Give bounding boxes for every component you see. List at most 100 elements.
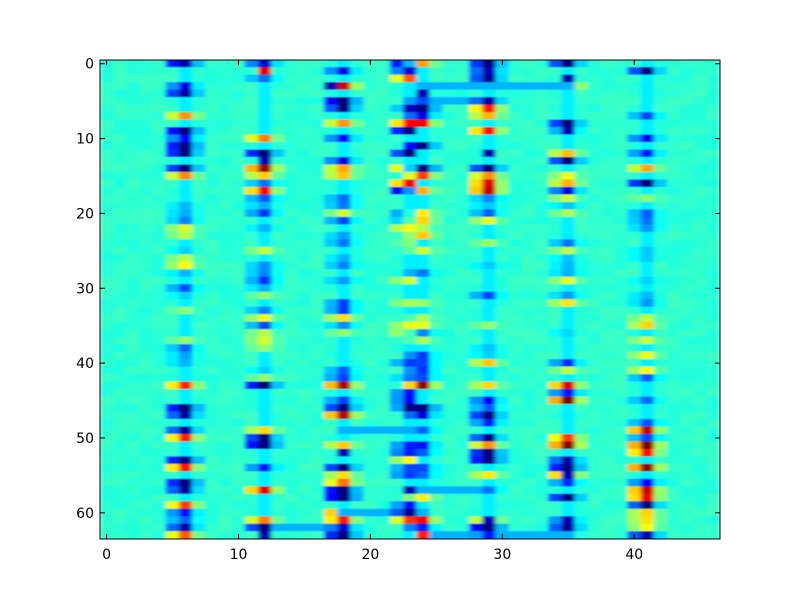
- heatmap-cell: [100, 171, 114, 181]
- heatmap-cell: [403, 374, 417, 383]
- heatmap-cell: [284, 209, 299, 218]
- heatmap-cell: [442, 104, 457, 113]
- heatmap-cell: [297, 201, 312, 210]
- heatmap-cell: [205, 134, 220, 143]
- heatmap-cell: [284, 246, 299, 255]
- heatmap-cell: [258, 216, 272, 225]
- heatmap-cell: [535, 164, 549, 173]
- heatmap-cell: [508, 142, 523, 151]
- heatmap-cell: [548, 299, 562, 308]
- heatmap-cell: [376, 209, 391, 218]
- heatmap-cell: [205, 67, 220, 76]
- heatmap-cell: [561, 164, 576, 173]
- heatmap-cell: [442, 396, 457, 405]
- heatmap-cell: [165, 179, 180, 188]
- heatmap-cell: [205, 433, 220, 442]
- heatmap-cell: [455, 321, 470, 330]
- heatmap-cell: [469, 396, 483, 405]
- heatmap-cell: [482, 149, 497, 158]
- heatmap-cell: [508, 448, 523, 457]
- heatmap-cell: [284, 508, 299, 517]
- heatmap-cell: [666, 321, 681, 330]
- heatmap-cell: [666, 486, 681, 495]
- heatmap-cell: [323, 60, 338, 68]
- heatmap-cell: [310, 67, 325, 76]
- heatmap-cell: [152, 381, 167, 390]
- heatmap-cell: [574, 74, 589, 83]
- heatmap-cell: [548, 97, 562, 106]
- heatmap-cell: [455, 89, 470, 98]
- heatmap-cell: [587, 493, 602, 502]
- heatmap-cell: [231, 336, 246, 345]
- heatmap-cell: [205, 336, 220, 345]
- heatmap-cell: [100, 463, 114, 472]
- heatmap-cell: [139, 157, 154, 166]
- heatmap-cell: [482, 314, 497, 323]
- heatmap-cell: [284, 112, 299, 121]
- heatmap-cell: [350, 389, 365, 398]
- heatmap-cell: [429, 433, 444, 442]
- heatmap-cell: [640, 441, 655, 450]
- heatmap-cell: [442, 179, 457, 188]
- heatmap-cell: [403, 194, 417, 203]
- heatmap-cell: [627, 291, 642, 300]
- heatmap-cell: [666, 426, 681, 435]
- heatmap-cell: [455, 448, 470, 457]
- heatmap-cell: [627, 164, 642, 173]
- heatmap-cell: [165, 448, 180, 457]
- heatmap-cell: [205, 127, 220, 136]
- heatmap-cell: [376, 142, 391, 151]
- x-tick-label: 30: [493, 547, 511, 563]
- heatmap-cell: [271, 254, 285, 263]
- heatmap-cell: [152, 523, 167, 532]
- heatmap-cell: [469, 104, 483, 113]
- heatmap-cell: [403, 418, 417, 428]
- heatmap-cell: [231, 478, 246, 487]
- heatmap-cell: [258, 261, 272, 270]
- heatmap-cell: [350, 381, 365, 390]
- heatmap-cell: [363, 82, 378, 91]
- heatmap-cell: [403, 389, 417, 398]
- heatmap-cell: [178, 104, 193, 113]
- heatmap-cell: [112, 179, 127, 188]
- heatmap-cell: [403, 60, 417, 68]
- y-tick-label: 20: [76, 206, 94, 222]
- heatmap-cell: [323, 463, 338, 472]
- heatmap-cell: [165, 336, 180, 345]
- heatmap-cell: [587, 246, 602, 255]
- heatmap-cell: [363, 201, 378, 210]
- heatmap-cell: [218, 67, 233, 76]
- heatmap-cell: [218, 523, 233, 532]
- heatmap-cell: [535, 201, 549, 210]
- heatmap-cell: [310, 254, 325, 263]
- heatmap-cell: [271, 366, 285, 375]
- heatmap-cell: [600, 433, 615, 442]
- heatmap-cell: [192, 531, 206, 539]
- heatmap-cell: [455, 119, 470, 128]
- heatmap-cell: [600, 516, 615, 525]
- heatmap-cell: [389, 501, 404, 510]
- heatmap-cell: [706, 359, 720, 368]
- heatmap-cell: [574, 531, 589, 539]
- heatmap-cell: [469, 523, 483, 532]
- heatmap-cell: [706, 186, 720, 196]
- heatmap-cell: [521, 119, 536, 128]
- heatmap-cell: [535, 433, 549, 442]
- heatmap-cell: [112, 359, 127, 368]
- heatmap-cell: [640, 142, 655, 151]
- heatmap-cell: [192, 396, 206, 405]
- heatmap-cell: [165, 441, 180, 450]
- heatmap-cell: [640, 418, 655, 428]
- heatmap-cell: [429, 471, 444, 480]
- heatmap-cell: [548, 74, 562, 83]
- heatmap-cell: [350, 179, 365, 188]
- heatmap-cell: [152, 261, 167, 270]
- heatmap-cell: [178, 314, 193, 323]
- heatmap-cell: [284, 82, 299, 91]
- heatmap-cell: [205, 448, 220, 457]
- heatmap-cell: [416, 112, 431, 121]
- heatmap-cell: [535, 351, 549, 360]
- heatmap-cell: [640, 359, 655, 368]
- heatmap-cell: [600, 60, 615, 68]
- heatmap-cell: [600, 508, 615, 517]
